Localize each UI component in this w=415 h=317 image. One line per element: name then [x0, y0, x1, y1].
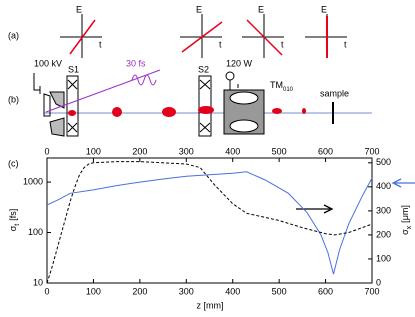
cavity-label: TM010: [270, 80, 294, 92]
panel-b: (b) 100 kV S1 30 fs S2 120 W TM010 sampl…: [8, 58, 372, 137]
axis-label: t: [344, 39, 347, 49]
series-line: [46, 161, 373, 284]
unit: [μm]: [400, 205, 410, 223]
subscript: t: [14, 224, 21, 226]
laser-beam: [45, 69, 161, 113]
x-tick-label: 0: [44, 286, 49, 296]
x-tick-label-top: 0: [44, 146, 49, 156]
rf-feed: [229, 80, 239, 90]
y-tick-label: 1000: [23, 176, 43, 186]
x-tick-label: 200: [132, 286, 147, 296]
y2-tick-label: 200: [376, 229, 391, 239]
x-tick-label-top: 100: [86, 146, 101, 156]
y2-tick-label: 400: [376, 181, 391, 191]
y-axis-title: σt [fs]: [8, 209, 20, 232]
panel-label: (c): [8, 158, 19, 168]
axis-label: E: [258, 4, 264, 14]
solenoid: [66, 75, 79, 137]
x-tick-label: 700: [364, 286, 379, 296]
cavity-gap: [229, 119, 259, 133]
x-tick-label: 600: [318, 286, 333, 296]
voltage-label: 100 kV: [34, 58, 62, 68]
x-tick-label-top: 500: [272, 146, 287, 156]
axis-label: t: [281, 39, 284, 49]
y2-tick-label: 0: [376, 277, 381, 287]
x-tick-label: 300: [179, 286, 194, 296]
electron-gun: [33, 73, 51, 117]
panel-label: (a): [8, 30, 19, 40]
solenoid-mark: [67, 79, 78, 133]
panel-c: (c) z [mm] σt[fs] σx[μm]: [8, 157, 415, 310]
x-axis-title: z [mm]: [197, 300, 224, 310]
phase-axes: E t: [242, 4, 284, 58]
subscript: x: [406, 225, 413, 229]
axis-label: E: [321, 4, 327, 14]
series-line: [46, 171, 373, 275]
x-tick-label: 500: [272, 286, 287, 296]
y-tick-label: 10: [33, 277, 43, 287]
sample-label: sample: [320, 88, 349, 98]
x-tick-label-top: 400: [225, 146, 240, 156]
x-tick-label-top: 300: [179, 146, 194, 156]
y2-tick-label: 100: [376, 253, 391, 263]
y2-axis-title: σx [μm]: [400, 205, 412, 235]
y-tick-label: 100: [28, 227, 43, 237]
x-tick-label-top: 600: [318, 146, 333, 156]
laser-pulse: [131, 74, 157, 86]
x-tick-label: 400: [225, 286, 240, 296]
x-tick-label-top: 700: [364, 146, 379, 156]
symbol: σ: [400, 229, 410, 235]
unit: [fs]: [8, 209, 18, 221]
axis-label: E: [76, 4, 82, 14]
solenoid-mark: [199, 79, 211, 133]
solenoid-label: S2: [198, 64, 209, 74]
axis-label: t: [219, 39, 222, 49]
electron-bunches: [68, 106, 306, 117]
y2-tick-label: 500: [376, 157, 391, 167]
x-tick-label-top: 200: [132, 146, 147, 156]
solenoid-label: S1: [68, 64, 79, 74]
symbol: σ: [8, 225, 18, 231]
axis-arrow: [296, 204, 334, 214]
rf-source: [225, 71, 235, 81]
panel-label: (b): [8, 94, 19, 104]
x-tick-label: 100: [86, 286, 101, 296]
phase-axes: E t: [60, 4, 102, 58]
solenoid: [198, 75, 212, 137]
axis-label: t: [99, 39, 102, 49]
cavity-name: TM: [270, 80, 283, 90]
y2-tick-label: 300: [376, 205, 391, 215]
axis-label: E: [196, 4, 202, 14]
panel-a: (a) E t E t E t E t: [8, 4, 347, 58]
laser-label: 30 fs: [126, 58, 146, 68]
cavity-mode: 010: [283, 87, 294, 93]
cavity-gap: [229, 91, 259, 105]
plot-frame: [46, 157, 373, 284]
power-label: 120 W: [226, 58, 253, 68]
phase-axes: E t: [305, 4, 347, 58]
axis-arrow: [391, 178, 415, 188]
electrode: [49, 91, 65, 137]
phase-axes: E t: [180, 4, 223, 58]
